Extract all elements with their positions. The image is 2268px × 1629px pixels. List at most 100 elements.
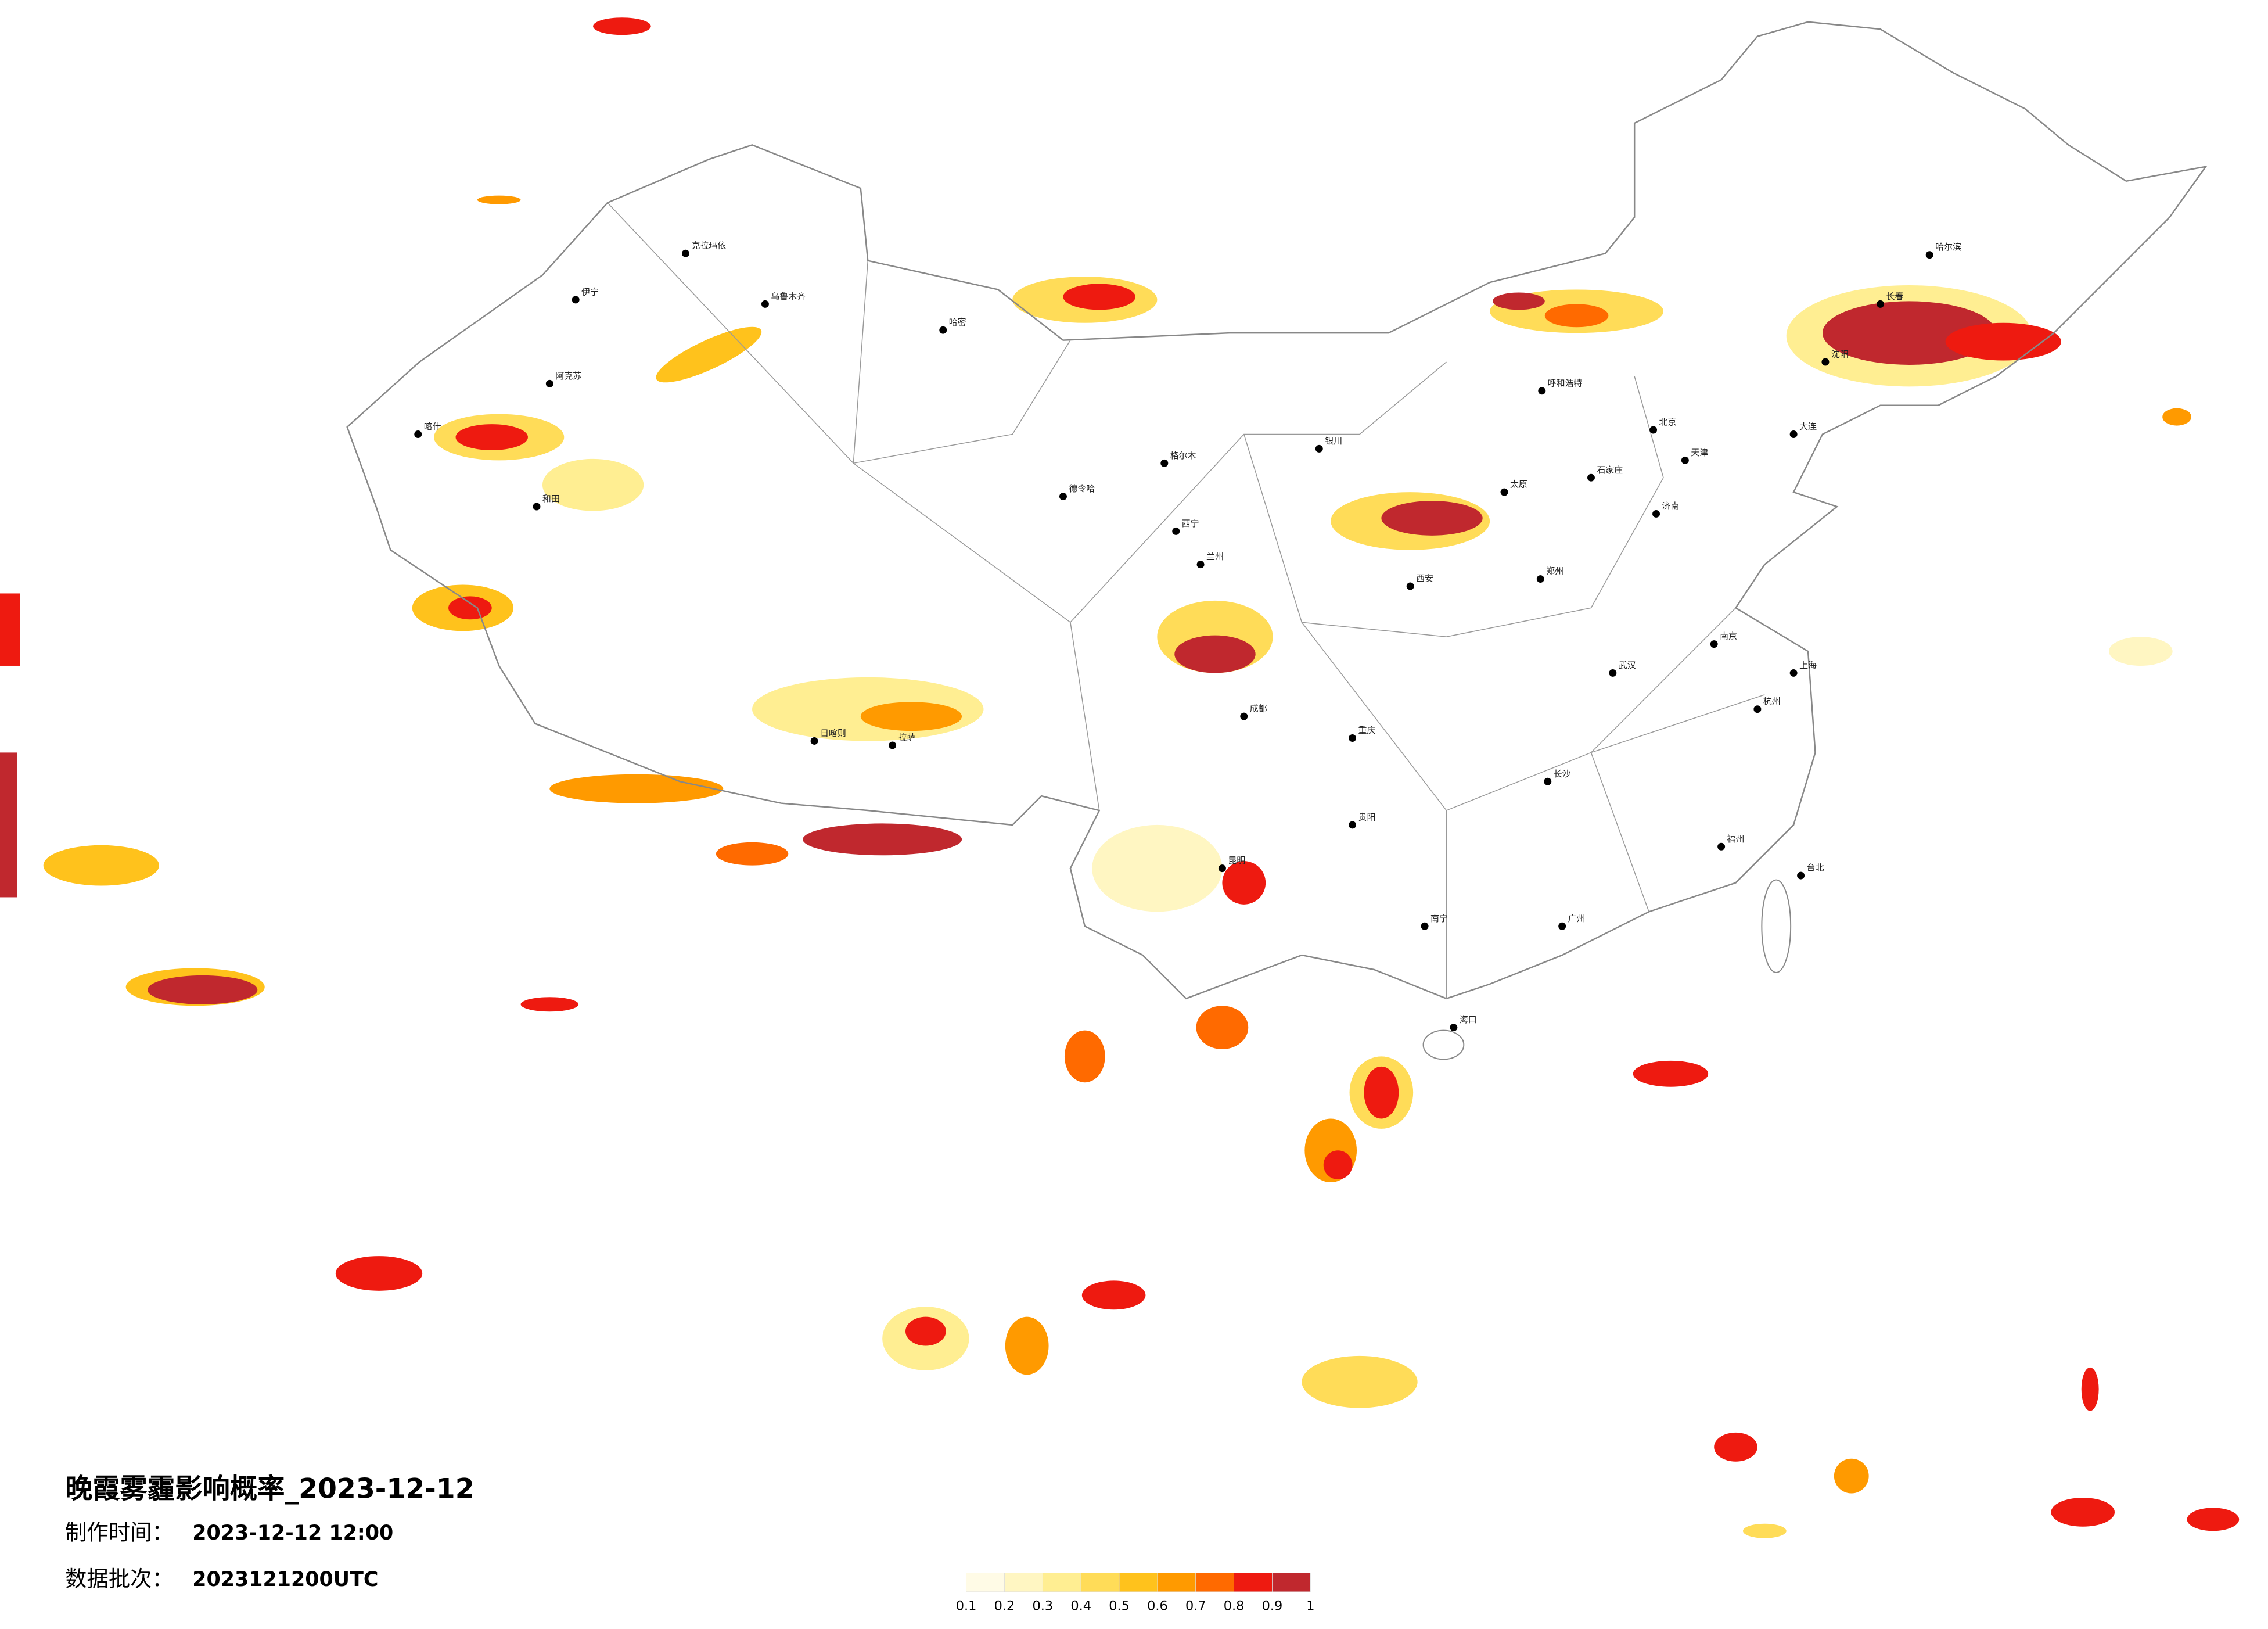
- island-outline: [1422, 1029, 1465, 1060]
- city-dot: [1421, 922, 1429, 930]
- city-dot: [1536, 575, 1544, 583]
- colorbar-segment: [1272, 1573, 1311, 1592]
- city-dot: [1649, 426, 1658, 434]
- country-outline: [346, 21, 2208, 1000]
- city-dot: [1500, 488, 1508, 496]
- made-time: 2023-12-12 12:00: [192, 1522, 393, 1545]
- city-dot: [939, 326, 947, 334]
- city-label: 兰州: [1206, 551, 1224, 562]
- city-dot: [1544, 777, 1552, 785]
- city-label: 长春: [1886, 291, 1904, 302]
- city-dot: [681, 249, 689, 257]
- city-label: 南京: [1720, 631, 1737, 641]
- haze-field: [0, 17, 2240, 1538]
- city-label: 乌鲁木齐: [771, 291, 806, 302]
- colorbar-segment: [1119, 1573, 1158, 1592]
- city-dot: [414, 430, 422, 438]
- colorbar-tick-label: 0.6: [1147, 1598, 1168, 1613]
- city-label: 阿克苏: [555, 371, 581, 381]
- city-label: 呼和浩特: [1548, 378, 1583, 388]
- colorbar-segment: [1042, 1573, 1081, 1592]
- colorbar-tick-label: 0.4: [1070, 1598, 1091, 1613]
- city-label: 拉萨: [898, 732, 916, 742]
- colorbar-tick-label: 0.2: [994, 1598, 1015, 1613]
- city-dot: [1753, 705, 1762, 713]
- city-dot: [1406, 582, 1414, 590]
- city-dot: [1609, 669, 1617, 677]
- city-label: 台北: [1807, 863, 1824, 873]
- city-dot: [1710, 640, 1718, 648]
- city-label: 西宁: [1182, 518, 1199, 529]
- colorbar-tick-label: 0.1: [956, 1598, 977, 1613]
- city-dot: [1821, 358, 1830, 366]
- city-label: 哈密: [949, 317, 966, 328]
- city-label: 太原: [1510, 479, 1527, 490]
- city-label: 重庆: [1358, 725, 1376, 735]
- city-dot: [1681, 456, 1689, 464]
- city-dot: [1059, 493, 1067, 501]
- city-label: 成都: [1250, 704, 1267, 714]
- city-dot: [1218, 864, 1226, 873]
- city-dot: [1196, 561, 1205, 569]
- city-dot: [1789, 669, 1798, 677]
- city-dot: [1349, 821, 1357, 829]
- city-label: 海口: [1460, 1014, 1477, 1025]
- province-borders: [607, 202, 1765, 999]
- colorbar-segment: [1004, 1573, 1043, 1592]
- city-dot: [889, 741, 897, 749]
- city-dot: [1450, 1024, 1458, 1032]
- batch: 2023121200UTC: [192, 1568, 378, 1591]
- colorbar-segment: [1080, 1573, 1120, 1592]
- city-dot: [572, 296, 580, 304]
- city-dot: [545, 379, 553, 387]
- colorbar-segment: [966, 1573, 1005, 1592]
- city-label: 福州: [1727, 834, 1745, 844]
- colorbar: 0.1 0.2 0.3 0.4 0.5 0.6 0.7 0.8 0.9 1: [956, 1573, 1314, 1613]
- colorbar-segment: [1157, 1573, 1196, 1592]
- city-label: 石家庄: [1597, 465, 1623, 475]
- city-dot: [761, 300, 769, 308]
- city-label: 西安: [1416, 573, 1433, 584]
- island-outline: [1761, 879, 1792, 973]
- city-label: 济南: [1662, 501, 1680, 511]
- city-label: 大连: [1799, 421, 1817, 432]
- city-dot: [1349, 734, 1357, 742]
- city-dot: [1789, 430, 1798, 438]
- city-label: 北京: [1659, 417, 1677, 428]
- colorbar-tick-label: 0.9: [1262, 1598, 1283, 1613]
- city-label: 银川: [1325, 436, 1342, 446]
- city-dot: [533, 503, 541, 511]
- colorbar-tick-label: 0.7: [1185, 1598, 1206, 1613]
- city-label: 武汉: [1619, 660, 1636, 670]
- colorbar-tick-label: 0.3: [1033, 1598, 1054, 1613]
- city-label: 上海: [1799, 660, 1817, 670]
- colorbar-tick-label: 0.8: [1224, 1598, 1245, 1613]
- colorbar-tick-label: 0.5: [1109, 1598, 1130, 1613]
- city-label: 喀什: [424, 421, 441, 432]
- colorbar-segment: [1195, 1573, 1234, 1592]
- title: 晚霞雾霾影响概率_2023-12-12: [65, 1473, 475, 1505]
- city-dot: [1717, 842, 1726, 851]
- city-dot: [1797, 871, 1805, 880]
- city-dot: [1315, 444, 1323, 453]
- city-label: 昆明: [1228, 855, 1245, 866]
- city-dot: [1538, 387, 1546, 395]
- city-dot: [1925, 251, 1933, 259]
- colorbar-tick-label: 1: [1306, 1598, 1314, 1613]
- city-label: 克拉玛依: [691, 241, 726, 251]
- city-label: 沈阳: [1831, 349, 1849, 360]
- city-label: 长沙: [1554, 769, 1571, 779]
- city-dot: [1240, 712, 1248, 720]
- colorbar-segment: [1234, 1573, 1273, 1592]
- made-label: 制作时间：: [65, 1520, 174, 1545]
- city-label: 天津: [1691, 447, 1708, 458]
- city-label: 广州: [1568, 913, 1586, 924]
- city-dot: [1160, 459, 1169, 467]
- city-dot: [1587, 473, 1595, 482]
- city-label: 伊宁: [581, 286, 599, 297]
- city-label: 日喀则: [820, 728, 846, 738]
- city-label: 哈尔滨: [1935, 242, 1961, 252]
- city-label: 贵阳: [1358, 812, 1376, 822]
